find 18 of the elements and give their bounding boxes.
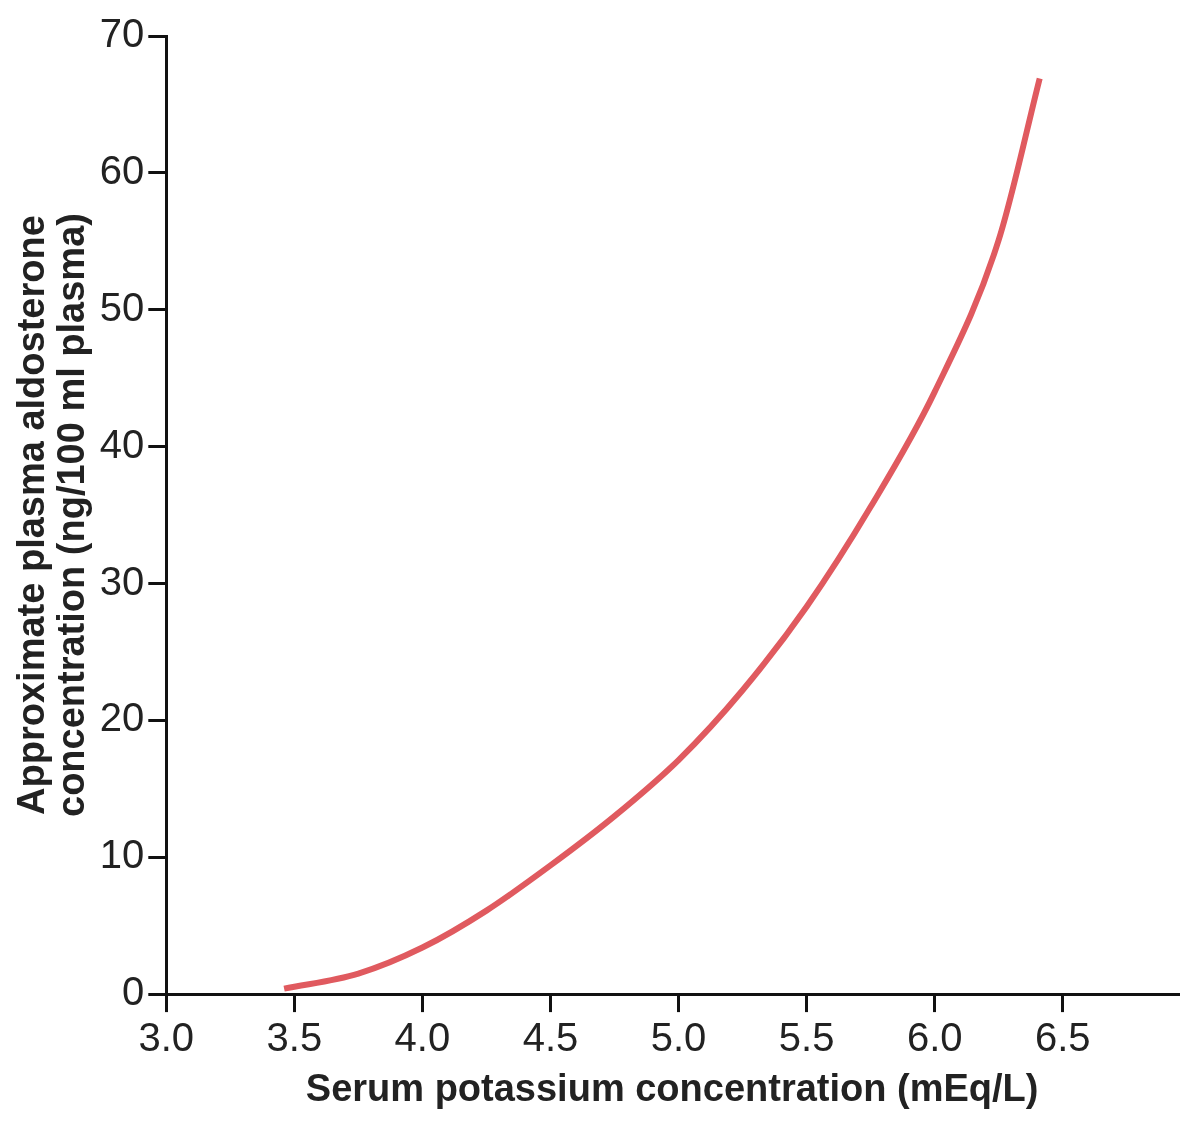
y-tick-label: 30 [99, 558, 145, 603]
x-tick-label: 5.0 [650, 1015, 707, 1060]
x-tick-label: 3.5 [266, 1015, 323, 1060]
x-tick-label: 3.0 [138, 1015, 195, 1060]
y-tick-label: 20 [99, 695, 145, 740]
y-tick-label: 60 [99, 147, 145, 192]
y-tick-label: 40 [99, 421, 145, 466]
y-tick-label: 70 [99, 11, 145, 56]
x-tick-label: 4.5 [522, 1015, 579, 1060]
y-tick-label: 0 [122, 969, 145, 1014]
x-tick-label: 4.0 [394, 1015, 451, 1060]
x-tick-label: 5.5 [778, 1015, 835, 1060]
y-axis-title: Approximate plasma aldosterone concentration (ng/100 ml plasma) [10, 213, 93, 818]
x-tick-label: 6.5 [1034, 1015, 1091, 1060]
x-tick-label: 6.0 [906, 1015, 963, 1060]
x-axis-title: Serum potassium concentration (mEq/L) [305, 1066, 1039, 1109]
y-tick-label: 50 [99, 284, 145, 329]
y-tick-label: 10 [99, 832, 145, 877]
